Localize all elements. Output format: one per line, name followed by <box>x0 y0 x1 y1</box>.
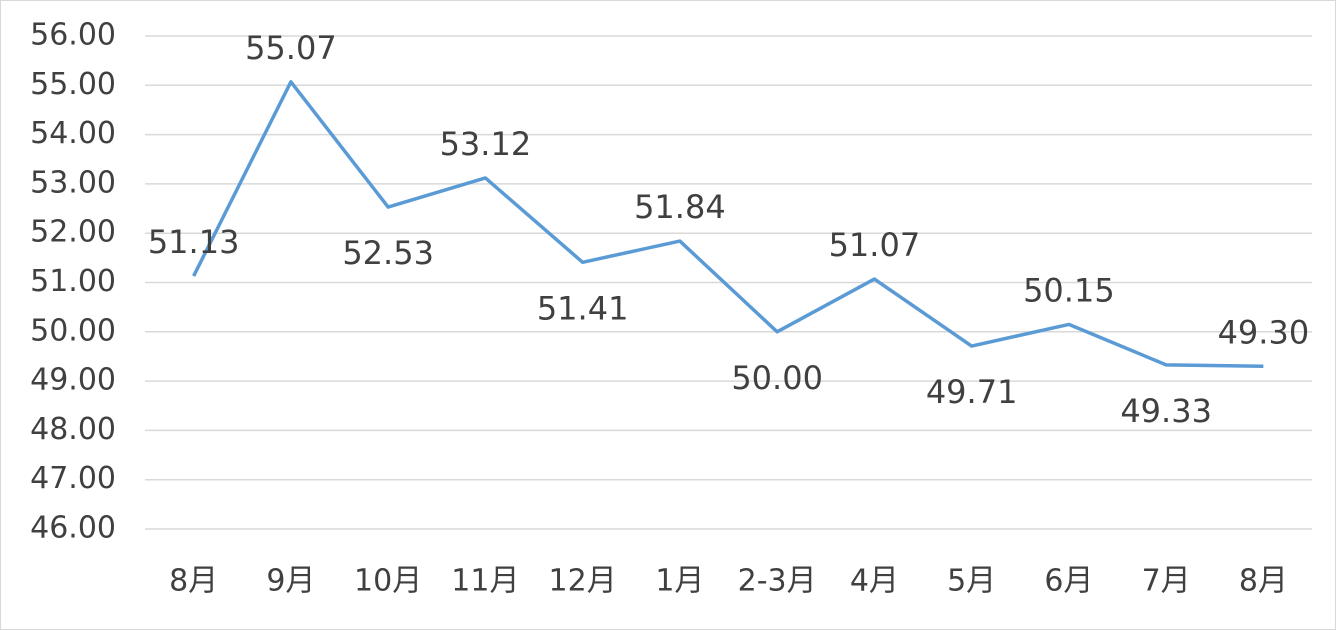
x-tick-label: 8月 <box>169 564 218 599</box>
y-tick-label: 47.00 <box>30 461 116 496</box>
data-label: 49.33 <box>1120 392 1212 430</box>
y-tick-label: 50.00 <box>30 313 116 348</box>
x-tick-label: 2-3月 <box>738 564 817 599</box>
data-label: 51.13 <box>148 223 240 261</box>
x-tick-label: 11月 <box>451 564 519 599</box>
x-tick-label: 12月 <box>549 564 617 599</box>
y-tick-label: 49.00 <box>30 363 116 398</box>
x-tick-label: 8月 <box>1239 564 1288 599</box>
data-label: 49.71 <box>926 373 1018 411</box>
x-tick-label: 4月 <box>850 564 899 599</box>
data-label: 51.84 <box>634 188 726 226</box>
data-label: 51.07 <box>829 226 921 264</box>
y-tick-label: 48.00 <box>30 412 116 447</box>
x-tick-label: 7月 <box>1142 564 1191 599</box>
data-label: 50.15 <box>1023 271 1115 309</box>
data-label: 52.53 <box>342 234 434 272</box>
data-label: 49.30 <box>1218 313 1310 351</box>
y-tick-label: 56.00 <box>30 18 116 53</box>
line <box>192 80 1264 369</box>
x-tick-label: 6月 <box>1044 564 1093 599</box>
data-label: 51.41 <box>537 289 629 327</box>
y-tick-label: 55.00 <box>30 67 116 102</box>
y-tick-label: 53.00 <box>30 165 116 200</box>
x-tick-label: 10月 <box>354 564 422 599</box>
data-label: 50.00 <box>731 359 823 397</box>
data-label: 55.07 <box>245 29 337 67</box>
y-tick-label: 51.00 <box>30 264 116 299</box>
x-tick-label: 5月 <box>947 564 996 599</box>
x-tick-label: 1月 <box>655 564 704 599</box>
y-tick-label: 54.00 <box>30 116 116 151</box>
x-tick-label: 9月 <box>266 564 315 599</box>
y-tick-label: 46.00 <box>30 511 116 546</box>
y-tick-label: 52.00 <box>30 215 116 250</box>
data-label: 53.12 <box>440 125 532 163</box>
